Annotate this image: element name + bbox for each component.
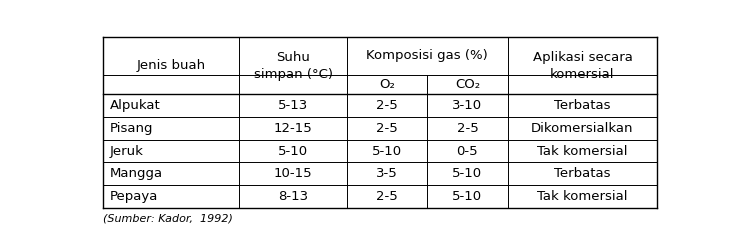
Text: Dikomersialkan: Dikomersialkan	[531, 122, 634, 135]
Text: Aplikasi secara
komersial: Aplikasi secara komersial	[533, 51, 632, 81]
Text: 2-5: 2-5	[376, 190, 398, 203]
Text: Terbatas: Terbatas	[554, 167, 611, 180]
Text: Tak komersial: Tak komersial	[537, 190, 628, 203]
Text: 10-15: 10-15	[274, 167, 312, 180]
Text: Pepaya: Pepaya	[110, 190, 158, 203]
Text: CO₂: CO₂	[455, 78, 480, 91]
Text: 3-10: 3-10	[453, 99, 482, 112]
Text: Suhu
simpan (°C): Suhu simpan (°C)	[254, 51, 332, 81]
Text: Terbatas: Terbatas	[554, 99, 611, 112]
Text: Jenis buah: Jenis buah	[137, 59, 206, 72]
Text: 2-5: 2-5	[456, 122, 479, 135]
Text: Mangga: Mangga	[110, 167, 163, 180]
Text: 2-5: 2-5	[376, 99, 398, 112]
Text: Pisang: Pisang	[110, 122, 154, 135]
Text: 8-13: 8-13	[278, 190, 308, 203]
Text: Jeruk: Jeruk	[110, 144, 144, 158]
Text: Alpukat: Alpukat	[110, 99, 161, 112]
Text: 5-10: 5-10	[453, 167, 482, 180]
Text: 0-5: 0-5	[456, 144, 479, 158]
Text: 3-5: 3-5	[376, 167, 398, 180]
Text: 12-15: 12-15	[274, 122, 312, 135]
Text: 5-10: 5-10	[453, 190, 482, 203]
Text: 5-10: 5-10	[372, 144, 402, 158]
Text: O₂: O₂	[379, 78, 395, 91]
Text: Tak komersial: Tak komersial	[537, 144, 628, 158]
Text: 5-13: 5-13	[278, 99, 308, 112]
Text: 2-5: 2-5	[376, 122, 398, 135]
Text: Komposisi gas (%): Komposisi gas (%)	[367, 49, 488, 62]
Text: 5-10: 5-10	[278, 144, 308, 158]
Text: (Sumber: Kador,  1992): (Sumber: Kador, 1992)	[103, 213, 233, 223]
